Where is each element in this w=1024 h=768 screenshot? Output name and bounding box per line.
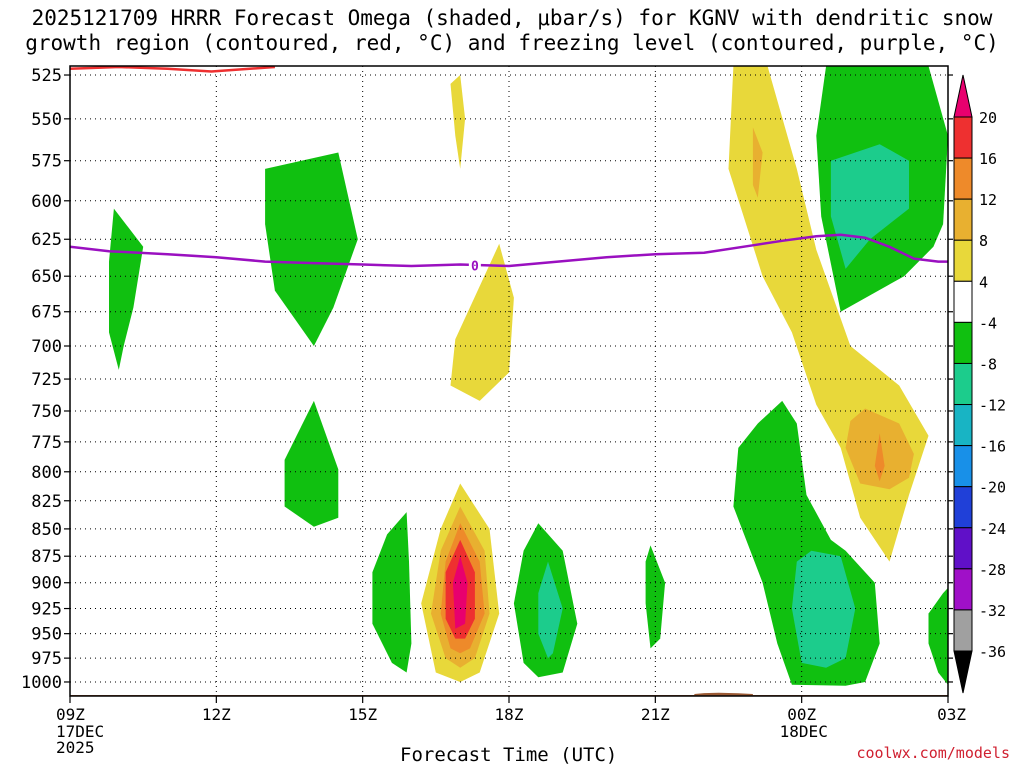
- ytick-label-675: 675: [31, 303, 62, 323]
- axes-layer: 525 550 575 600 625 650 675 700 725 750 775 800 825 8…: [21, 65, 966, 757]
- credit-link[interactable]: coolwx.com/models: [856, 744, 1010, 762]
- colorbar-label-8: -16: [979, 438, 1006, 456]
- omega-region-19: [830, 144, 909, 269]
- xtick-label-03Z: 03Z: [937, 705, 966, 724]
- colorbar-bottom-arrow: [953, 650, 973, 694]
- colorbar: 20 16 12 8 4 -4 -8 -12 -16 -20 -24 -28 -32 -36: [953, 74, 1006, 694]
- xtick-label-12Z: 12Z: [202, 705, 231, 724]
- colorbar-label-11: -28: [979, 561, 1006, 579]
- colorbar-swatch-11: [953, 568, 973, 611]
- omega-region-0: [109, 208, 144, 370]
- ytick-label-650: 650: [31, 267, 62, 287]
- omega-region-15: [752, 127, 763, 198]
- colorbar-swatch-1: [953, 157, 973, 200]
- colorbar-label-10: -24: [979, 520, 1006, 538]
- ytick-label-825: 825: [31, 492, 62, 512]
- colorbar-swatch-12: [953, 609, 973, 652]
- colorbar-label-9: -20: [979, 479, 1006, 497]
- omega-region-9: [452, 556, 468, 629]
- omega-shading-layer: [70, 66, 948, 696]
- colorbar-swatch-2: [953, 198, 973, 241]
- colorbar-label-6: -8: [979, 355, 997, 373]
- xtick-label-18Z: 18Z: [495, 705, 524, 724]
- x-axis-label: Forecast Time (UTC): [400, 744, 618, 766]
- xtick-label-15Z: 15Z: [348, 705, 377, 724]
- colorbar-swatch-4: [953, 280, 973, 323]
- ytick-label-975: 975: [31, 649, 62, 669]
- ytick-label-525: 525: [31, 66, 62, 86]
- colorbar-swatch-8: [953, 445, 973, 488]
- xtick-sublabel-09Z: 17DEC: [56, 722, 104, 741]
- colorbar-swatch-0: [953, 116, 973, 159]
- colorbar-label-2: 12: [979, 191, 997, 209]
- freezing-level-contour: [70, 233, 948, 268]
- omega-region-4: [450, 243, 514, 401]
- ytick-label-575: 575: [31, 152, 62, 172]
- omega-region-2: [284, 400, 339, 527]
- colorbar-swatch-6: [953, 362, 973, 406]
- omega-region-12: [538, 561, 563, 659]
- colorbar-swatch-5: [953, 321, 973, 364]
- colorbar-label-7: -12: [979, 397, 1006, 415]
- ytick-label-850: 850: [31, 520, 62, 540]
- colorbar-swatch-7: [953, 404, 973, 447]
- contours-layer: 0: [70, 66, 948, 274]
- colorbar-swatch-10: [953, 527, 973, 570]
- ytick-label-925: 925: [31, 600, 62, 620]
- xtick-label-09Z: 09Z: [56, 705, 85, 724]
- ytick-label-775: 775: [31, 433, 62, 453]
- gridlines-layer: [70, 66, 948, 696]
- chart-title-line-2: growth region (contoured, red, °C) and f…: [25, 31, 999, 55]
- ytick-label-700: 700: [31, 337, 62, 357]
- ytick-label-625: 625: [31, 230, 62, 250]
- ytick-label-1000: 1000: [21, 673, 62, 693]
- omega-region-1: [265, 152, 358, 346]
- ytick-label-900: 900: [31, 574, 62, 594]
- omega-region-3: [450, 75, 466, 169]
- ytick-label-950: 950: [31, 625, 62, 645]
- xtick-year-label: 2025: [56, 738, 95, 757]
- colorbar-label-1: 16: [979, 150, 997, 168]
- freezing-label-bg: [468, 257, 481, 273]
- colorbar-top-arrow: [953, 74, 973, 118]
- ytick-label-875: 875: [31, 547, 62, 567]
- omega-region-17: [874, 433, 885, 482]
- colorbar-label-5: -4: [979, 314, 997, 332]
- omega-region-21: [791, 550, 856, 668]
- xtick-sublabel-00Z: 18DEC: [780, 722, 828, 741]
- freezing-level-label: 0: [471, 259, 479, 274]
- colorbar-label-0: 20: [979, 109, 997, 127]
- colorbar-swatch-9: [953, 486, 973, 529]
- colorbar-swatch-3: [953, 239, 973, 282]
- dgz-contour: [70, 66, 275, 73]
- ytick-label-600: 600: [31, 192, 62, 212]
- ytick-label-750: 750: [31, 402, 62, 422]
- colorbar-label-3: 8: [979, 232, 988, 250]
- omega-region-10: [372, 512, 412, 673]
- colorbar-label-13: -36: [979, 643, 1006, 661]
- ytick-label-800: 800: [31, 463, 62, 483]
- chart-title-line-1: 2025121709 HRRR Forecast Omega (shaded, …: [31, 6, 993, 30]
- xtick-label-00Z: 00Z: [787, 705, 816, 724]
- colorbar-label-12: -32: [979, 602, 1006, 620]
- ytick-label-725: 725: [31, 370, 62, 390]
- ytick-label-550: 550: [31, 110, 62, 130]
- terrain-bump: [694, 692, 753, 696]
- xtick-label-21Z: 21Z: [641, 705, 670, 724]
- omega-region-22: [928, 587, 948, 685]
- colorbar-label-4: 4: [979, 273, 988, 291]
